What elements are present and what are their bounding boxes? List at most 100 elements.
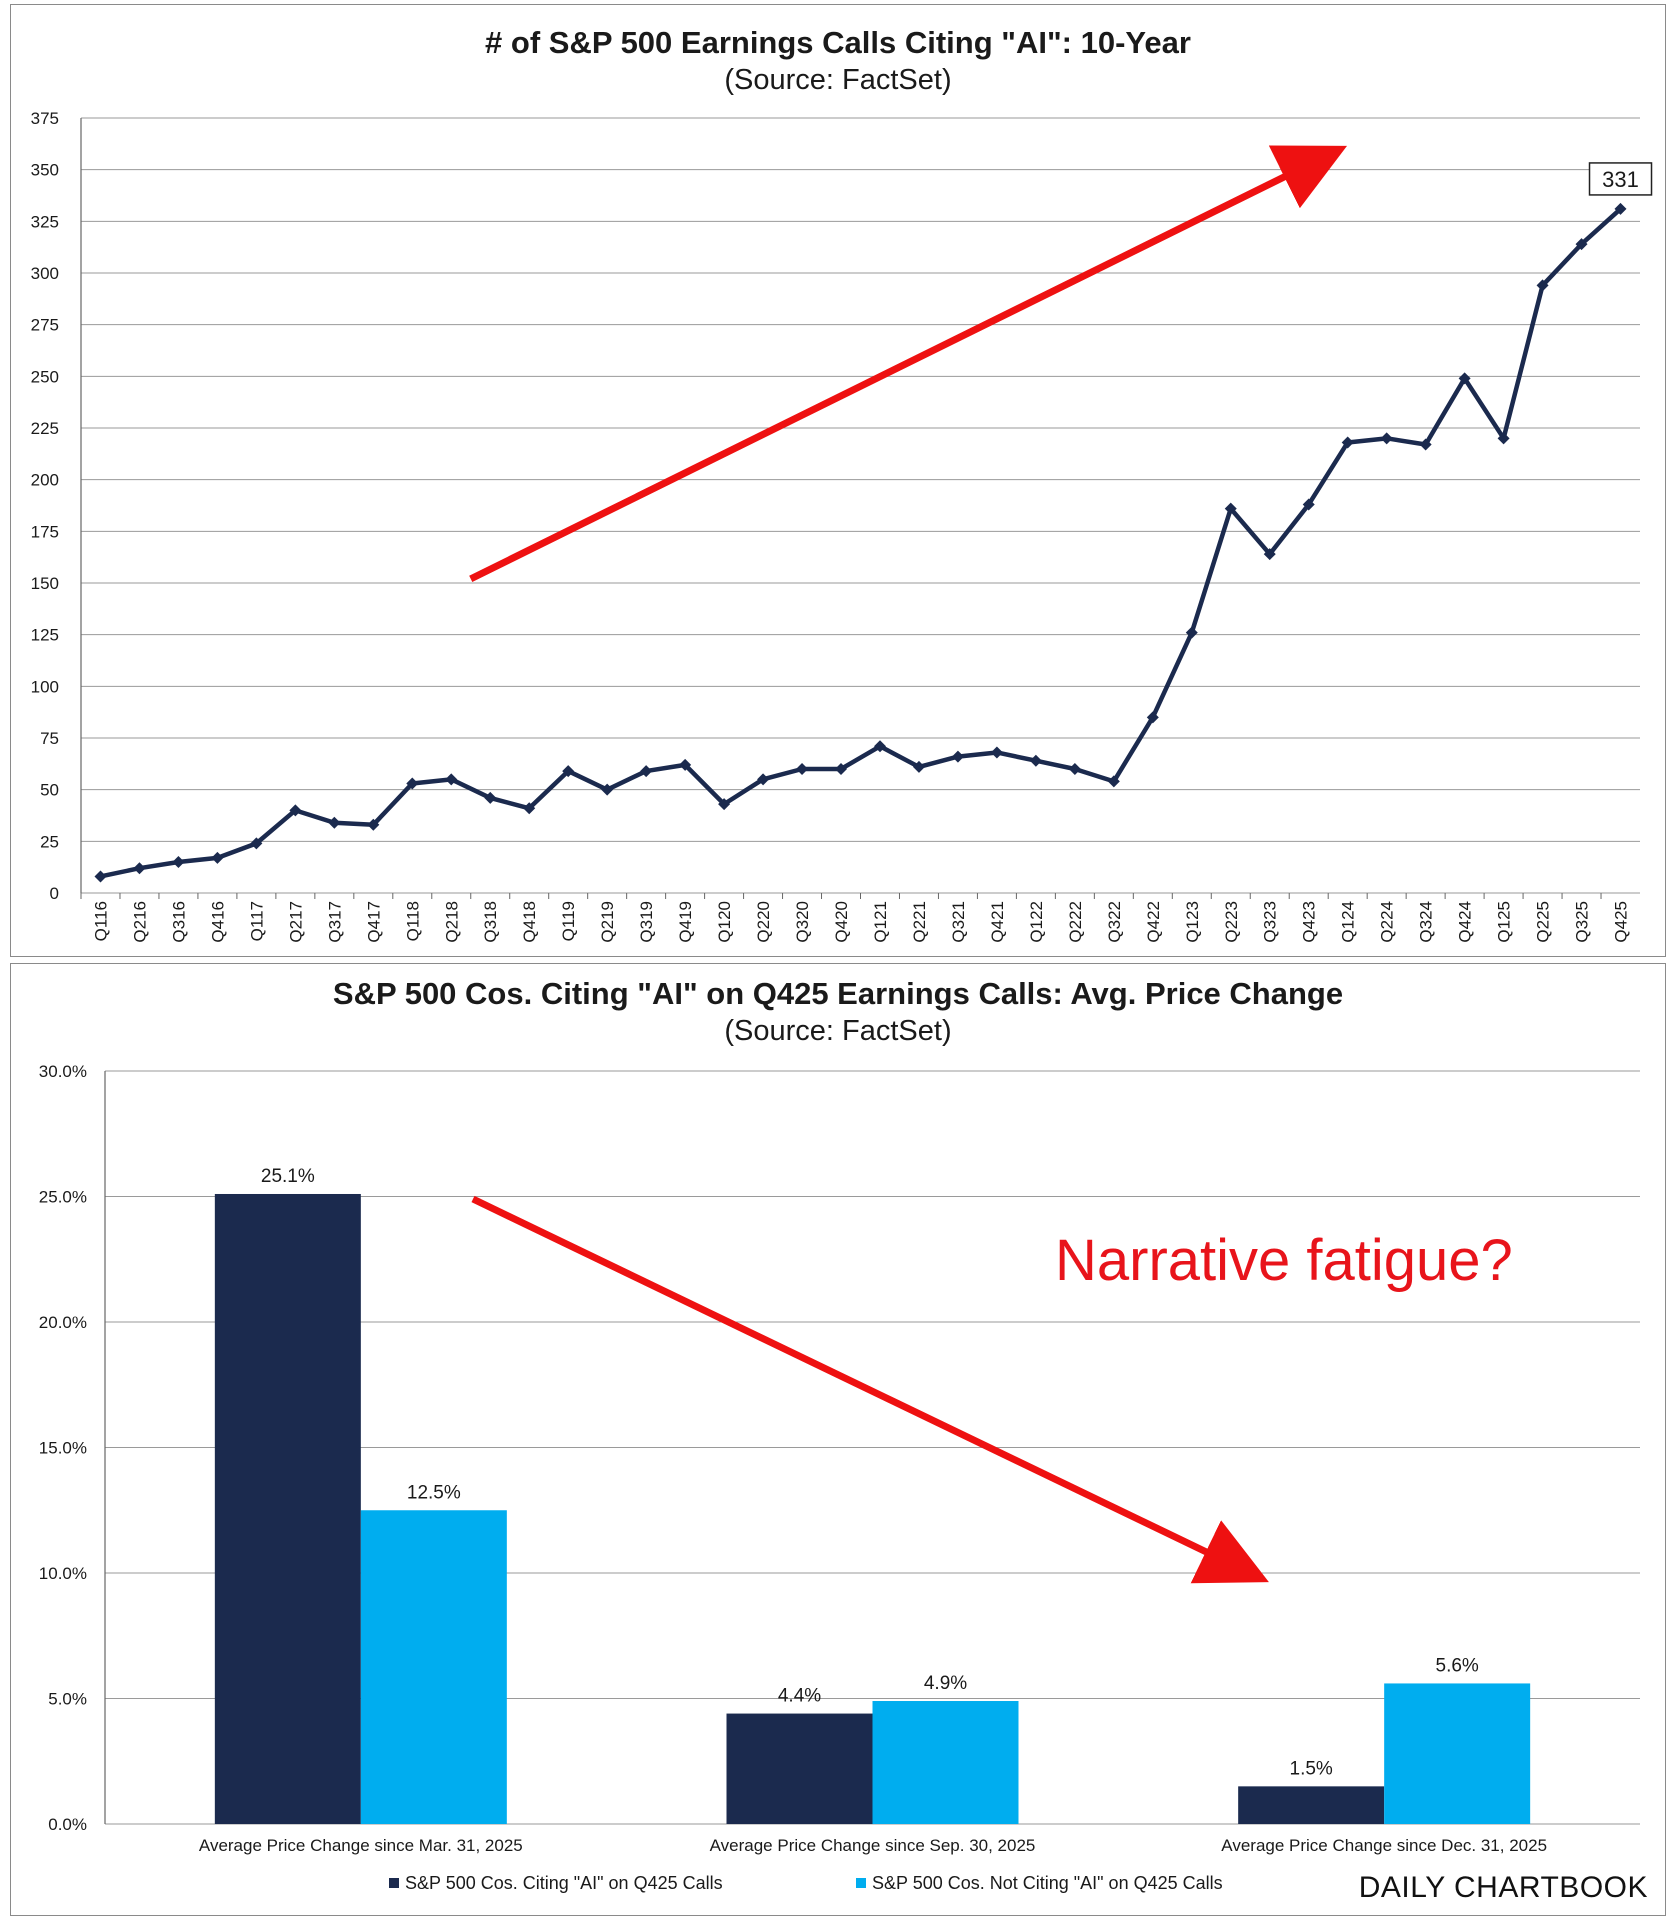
legend-label-non-ai: S&P 500 Cos. Not Citing "AI" on Q425 Cal… bbox=[872, 1873, 1223, 1893]
bar-data-label: 1.5% bbox=[1290, 1758, 1333, 1779]
x-tick-label: Q420 bbox=[832, 901, 851, 943]
data-point bbox=[1536, 279, 1549, 292]
x-tick-label: Q317 bbox=[325, 901, 344, 943]
x-tick-label: Q223 bbox=[1222, 901, 1241, 943]
data-point bbox=[445, 773, 458, 786]
bar-non-ai bbox=[360, 1510, 507, 1824]
x-tick-label: Q222 bbox=[1066, 901, 1085, 943]
legend-label-ai: S&P 500 Cos. Citing "AI" on Q425 Calls bbox=[405, 1873, 723, 1893]
x-tick-label: Q322 bbox=[1105, 901, 1124, 943]
y-tick-label: 50 bbox=[40, 781, 59, 800]
data-point bbox=[328, 816, 341, 829]
line-chart-subtitle: (Source: FactSet) bbox=[724, 64, 951, 96]
bar-data-label: 25.1% bbox=[261, 1166, 315, 1187]
y-tick-label: 10.0% bbox=[39, 1564, 87, 1583]
data-point bbox=[562, 765, 575, 778]
line-chart-series bbox=[100, 207, 1623, 879]
data-point bbox=[1380, 432, 1393, 445]
x-category-label: Average Price Change since Sep. 30, 2025 bbox=[710, 1836, 1036, 1855]
x-tick-label: Q324 bbox=[1417, 901, 1436, 943]
trend-down-arrow bbox=[471, 1195, 1269, 1584]
bar-ai bbox=[1238, 1786, 1385, 1824]
x-tick-label: Q120 bbox=[715, 901, 734, 943]
y-tick-label: 100 bbox=[31, 677, 59, 696]
data-point bbox=[951, 750, 964, 763]
last-value-callout: 331 bbox=[1602, 167, 1639, 192]
y-tick-label: 125 bbox=[31, 626, 59, 645]
data-point bbox=[1146, 711, 1159, 724]
data-point bbox=[211, 851, 224, 864]
x-tick-label: Q421 bbox=[988, 901, 1007, 943]
x-tick-label: Q321 bbox=[949, 901, 968, 943]
x-tick-label: Q116 bbox=[91, 901, 110, 941]
x-category-label: Average Price Change since Dec. 31, 2025 bbox=[1221, 1836, 1547, 1855]
y-tick-label: 375 bbox=[31, 109, 59, 128]
data-point bbox=[1263, 548, 1276, 561]
data-point bbox=[406, 777, 419, 790]
x-tick-label: Q217 bbox=[286, 901, 305, 943]
x-tick-label: Q320 bbox=[793, 901, 812, 943]
data-point bbox=[289, 804, 302, 817]
y-tick-label: 275 bbox=[31, 316, 59, 335]
y-tick-label: 25 bbox=[40, 832, 59, 851]
data-point bbox=[1068, 763, 1081, 775]
x-tick-label: Q220 bbox=[754, 901, 773, 943]
data-point bbox=[367, 818, 380, 831]
last-value-callout-box bbox=[1588, 162, 1653, 196]
data-point bbox=[1458, 372, 1471, 385]
data-point bbox=[1575, 238, 1588, 251]
legend-swatch-non-ai bbox=[856, 1878, 866, 1888]
line-chart-panel bbox=[10, 4, 1666, 957]
x-tick-label: Q323 bbox=[1261, 901, 1280, 943]
x-tick-label: Q419 bbox=[676, 901, 695, 943]
bar-chart-data-labels: 25.1% 12.5% 4.4% 4.9% 1.5% 5.6% bbox=[261, 1166, 1479, 1779]
x-tick-label: Q422 bbox=[1144, 901, 1163, 943]
data-point bbox=[1302, 498, 1315, 511]
x-tick-label: Q416 bbox=[208, 901, 227, 943]
y-tick-label: 300 bbox=[31, 264, 59, 283]
narrative-fatigue-annotation: Narrative fatigue? bbox=[1055, 1228, 1513, 1293]
series-line bbox=[100, 207, 1623, 879]
data-point bbox=[640, 765, 653, 778]
bar-data-label: 12.5% bbox=[407, 1482, 461, 1503]
y-tick-label: 150 bbox=[31, 574, 59, 593]
data-point bbox=[1029, 754, 1042, 767]
y-tick-label: 25.0% bbox=[39, 1188, 87, 1207]
x-tick-label: Q122 bbox=[1027, 901, 1046, 943]
data-point bbox=[94, 870, 107, 883]
x-tick-label: Q117 bbox=[247, 901, 266, 941]
y-tick-label: 325 bbox=[31, 212, 59, 231]
data-point bbox=[1497, 432, 1510, 445]
y-tick-label: 30.0% bbox=[39, 1062, 87, 1081]
line-chart-markers bbox=[94, 202, 1627, 883]
data-point bbox=[1614, 202, 1627, 215]
x-tick-label: Q418 bbox=[520, 901, 539, 943]
data-point bbox=[912, 760, 925, 773]
y-tick-label: 75 bbox=[40, 729, 59, 748]
x-tick-label: Q316 bbox=[169, 901, 188, 943]
x-tick-label: Q121 bbox=[871, 901, 890, 943]
x-tick-label: Q125 bbox=[1495, 901, 1514, 943]
data-point bbox=[1185, 626, 1198, 639]
x-tick-label: Q319 bbox=[637, 901, 656, 943]
bar-chart-subtitle: (Source: FactSet) bbox=[724, 1015, 951, 1047]
y-tick-label: 0 bbox=[50, 884, 59, 903]
data-point bbox=[172, 856, 185, 868]
data-point bbox=[718, 798, 731, 811]
data-point bbox=[679, 758, 692, 771]
x-tick-label: Q119 bbox=[559, 901, 578, 941]
y-tick-label: 175 bbox=[31, 522, 59, 541]
bar-non-ai bbox=[1384, 1683, 1531, 1824]
y-tick-label: 225 bbox=[31, 419, 59, 438]
data-point bbox=[601, 783, 614, 796]
x-tick-label: Q224 bbox=[1378, 901, 1397, 943]
bar-chart-title: S&P 500 Cos. Citing "AI" on Q425 Earning… bbox=[333, 976, 1343, 1011]
x-tick-label: Q118 bbox=[403, 901, 422, 941]
line-chart-gridlines bbox=[80, 117, 1640, 894]
line-chart-y-axis: 0 25 50 75 100 125 150 175 200 225 250 275 300 325 350… bbox=[31, 109, 59, 903]
x-tick-label: Q423 bbox=[1300, 901, 1319, 943]
y-tick-label: 250 bbox=[31, 367, 59, 386]
x-tick-label: Q425 bbox=[1612, 901, 1631, 943]
data-point bbox=[835, 763, 848, 775]
x-tick-label: Q424 bbox=[1456, 901, 1475, 943]
